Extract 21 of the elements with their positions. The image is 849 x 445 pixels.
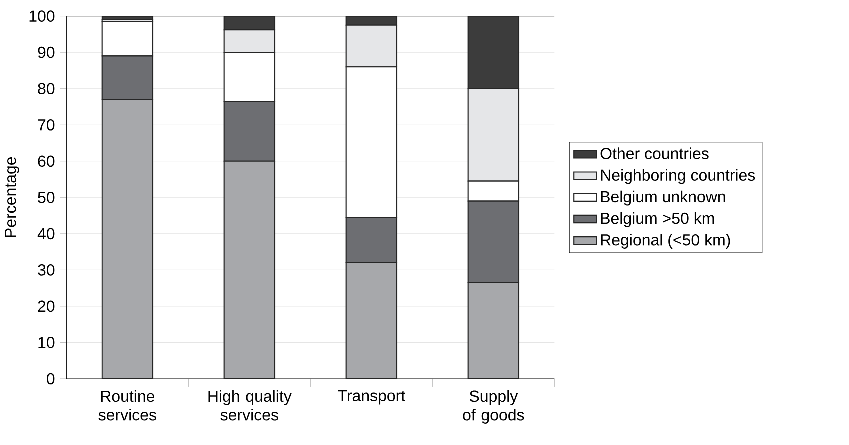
- x-tick-label: Transport: [338, 390, 406, 405]
- y-tick-label: 100: [30, 10, 55, 22]
- y-tick-label: 80: [38, 83, 55, 95]
- x-tick-label: Supply of goods: [463, 390, 524, 424]
- legend-label: Neighboring countries: [601, 169, 756, 184]
- y-tick-label: 50: [38, 192, 55, 204]
- y-tick-label: 10: [38, 337, 55, 348]
- x-tick-label: High quality services: [208, 390, 292, 421]
- legend-label: Other countries: [600, 148, 709, 160]
- y-tick-label: 70: [38, 119, 55, 131]
- y-axis-title: Percentage: [5, 157, 20, 238]
- legend-label: Belgium unknown: [601, 190, 726, 206]
- y-tick-label: 60: [38, 156, 55, 168]
- y-tick-label: 30: [38, 264, 55, 276]
- y-tick-label: 90: [38, 46, 55, 58]
- y-tick-label: 20: [38, 300, 55, 312]
- y-tick-label: 0: [47, 373, 55, 385]
- x-tick-label: Routine services: [98, 390, 156, 421]
- legend-label: Belgium >50 km: [601, 212, 714, 228]
- legend-label: Regional (<50 km): [601, 234, 730, 249]
- y-tick-label: 40: [38, 228, 55, 240]
